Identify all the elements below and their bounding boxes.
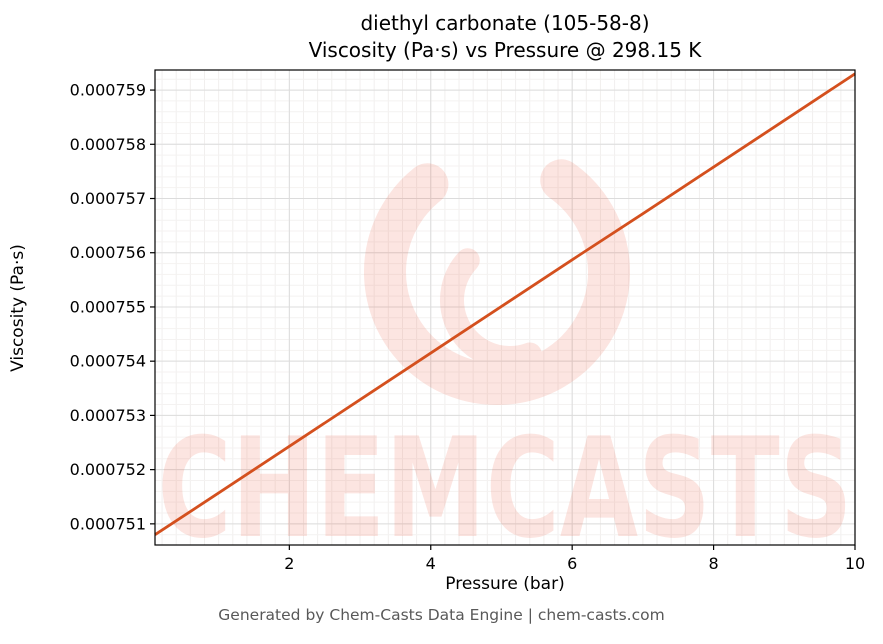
viscosity-line-series (154, 72, 856, 536)
x-tick-label: 8 (708, 554, 718, 573)
chart-title-line1: diethyl carbonate (105-58-8) (360, 11, 650, 35)
y-tick-label: 0.000758 (70, 135, 146, 154)
y-tick-label: 0.000759 (70, 81, 146, 100)
attribution-footer: Generated by Chem-Casts Data Engine | ch… (218, 606, 665, 624)
y-tick-label: 0.000753 (70, 406, 146, 425)
tick-layer: 2 4 6 8 10 0.000751 0.000752 0.000753 0.000754 0.… (70, 81, 866, 573)
y-tick-label: 0.000752 (70, 460, 146, 479)
watermark-wordmark: CHEMCASTS (158, 408, 853, 569)
y-tick-label: 0.000751 (70, 514, 146, 533)
x-tick-label: 4 (426, 554, 436, 573)
y-tick-label: 0.000755 (70, 297, 146, 316)
watermark-swirl-icon (364, 139, 630, 405)
x-tick-label: 2 (284, 554, 294, 573)
chart-title-line2: Viscosity (Pa·s) vs Pressure @ 298.15 K (308, 38, 702, 62)
y-tick-label: 0.000756 (70, 243, 146, 262)
chart-title: diethyl carbonate (105-58-8) Viscosity (… (155, 10, 855, 64)
y-tick-label: 0.000757 (70, 189, 146, 208)
chemcasts-watermark: CHEMCASTS (158, 139, 853, 569)
y-tick-label: 0.000754 (70, 352, 146, 371)
watermark-swirl-inner-icon (440, 230, 580, 370)
x-axis-label: Pressure (bar) (445, 574, 565, 594)
x-tick-label: 6 (567, 554, 577, 573)
x-tick-label: 10 (845, 554, 865, 573)
